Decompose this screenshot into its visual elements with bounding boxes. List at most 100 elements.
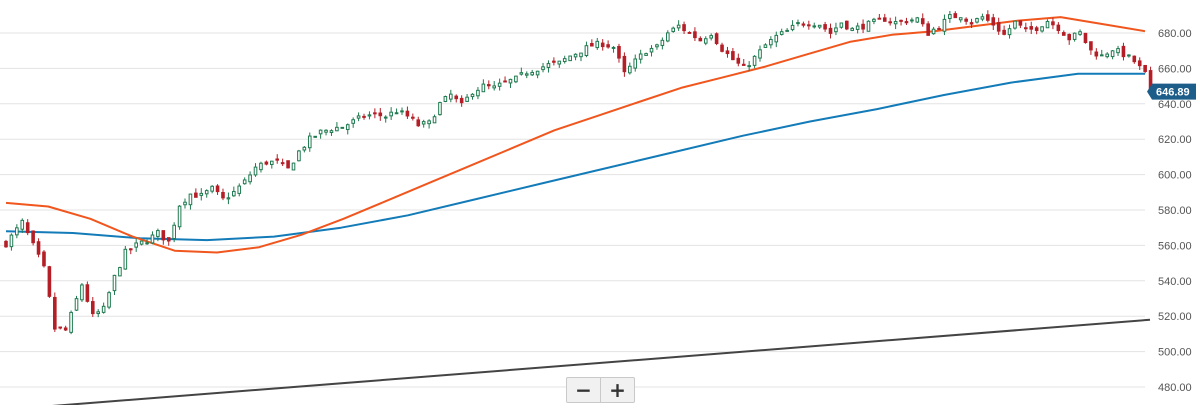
candle-body <box>937 27 941 30</box>
candle-body <box>633 58 638 69</box>
candle-body <box>698 37 703 42</box>
candle-body <box>693 31 697 39</box>
candle-body <box>215 185 220 193</box>
moving-average-50 <box>5 16 1146 254</box>
candle-body <box>118 267 122 277</box>
y-tick-label: 560.00 <box>1158 240 1192 252</box>
candle-body <box>845 20 849 30</box>
candle-body <box>980 16 985 20</box>
candle-body <box>264 161 269 165</box>
candle-body <box>595 40 600 49</box>
candle-body <box>161 230 166 241</box>
candle-body <box>427 120 431 125</box>
candle-body <box>958 17 963 21</box>
candle-body <box>139 240 144 245</box>
candle-body <box>877 17 882 20</box>
candle-body <box>600 42 605 48</box>
candle-body <box>850 27 855 31</box>
candle-body <box>432 116 437 124</box>
candle-body <box>1061 32 1066 36</box>
candle-body <box>763 44 768 48</box>
candle-body <box>790 24 795 31</box>
candle-body <box>443 96 448 103</box>
candle-body <box>720 44 724 52</box>
candle-body <box>31 230 35 244</box>
candle-body <box>47 266 52 297</box>
candle-body <box>411 116 415 119</box>
candle-body <box>628 65 632 74</box>
candle-body <box>931 28 936 35</box>
candle-body <box>107 292 111 308</box>
candle-body <box>199 192 204 196</box>
candle-body <box>248 174 252 183</box>
candle-body <box>74 298 79 311</box>
candle-body <box>497 82 502 87</box>
candle-body <box>872 18 876 22</box>
candle-body <box>20 219 25 230</box>
candle-body <box>714 33 719 45</box>
candle-body <box>910 19 914 22</box>
candle-body <box>1067 33 1072 41</box>
candle-body <box>69 311 73 333</box>
gridlines <box>0 32 1145 388</box>
y-tick-label: 480.00 <box>1158 382 1192 394</box>
candle-body <box>101 305 106 313</box>
candle-body <box>166 237 171 242</box>
candle-body <box>736 57 741 64</box>
candle-body <box>286 160 290 169</box>
candle-body <box>356 115 361 119</box>
candle-body <box>242 179 247 185</box>
candle-body <box>416 119 421 127</box>
zoom-in-button[interactable]: + <box>600 378 634 402</box>
candle-body <box>80 284 84 301</box>
candle-body <box>969 22 974 25</box>
candle-body <box>237 185 242 194</box>
candle-body <box>58 326 63 329</box>
candle-body <box>405 110 410 117</box>
candle-body <box>394 112 399 115</box>
candle-body <box>335 126 339 132</box>
candle-body <box>421 121 426 125</box>
y-tick-label: 680.00 <box>1158 28 1192 40</box>
candle-body <box>318 129 323 135</box>
y-tick-label: 660.00 <box>1158 63 1192 75</box>
candle-body <box>687 31 692 34</box>
candle-body <box>861 23 865 30</box>
zoom-out-button[interactable]: − <box>575 378 592 402</box>
candle-body <box>438 102 442 116</box>
candle-body <box>975 18 979 23</box>
candle-body <box>758 49 762 59</box>
candle-body <box>590 43 594 47</box>
candle-body <box>671 27 676 32</box>
candle-body <box>915 17 920 23</box>
candle-body <box>660 39 665 46</box>
candle-body <box>291 162 296 171</box>
candle-body <box>1002 29 1006 35</box>
candle-body <box>1089 41 1093 51</box>
candle-body <box>36 241 41 255</box>
candle-body <box>459 97 464 104</box>
candle-body <box>1029 26 1034 30</box>
candle-body <box>1099 54 1104 57</box>
candle-body <box>530 71 534 76</box>
candle-body <box>1056 24 1061 32</box>
candle-body <box>324 129 328 133</box>
candle-body <box>313 135 317 138</box>
candle-body <box>752 55 757 66</box>
candle-body <box>665 32 670 42</box>
candle-body <box>622 55 627 73</box>
candle-body <box>611 46 616 49</box>
candle-body <box>546 63 551 68</box>
candle-body <box>232 190 236 197</box>
candle-body <box>270 160 274 165</box>
y-tick-label: 620.00 <box>1158 134 1192 146</box>
candle-body <box>541 66 545 71</box>
candle-body <box>4 240 8 248</box>
y-tick-label: 520.00 <box>1158 311 1192 323</box>
candle-body <box>1045 20 1050 29</box>
candle-body <box>644 53 648 56</box>
candle-body <box>562 58 567 63</box>
candle-body <box>1083 32 1088 44</box>
